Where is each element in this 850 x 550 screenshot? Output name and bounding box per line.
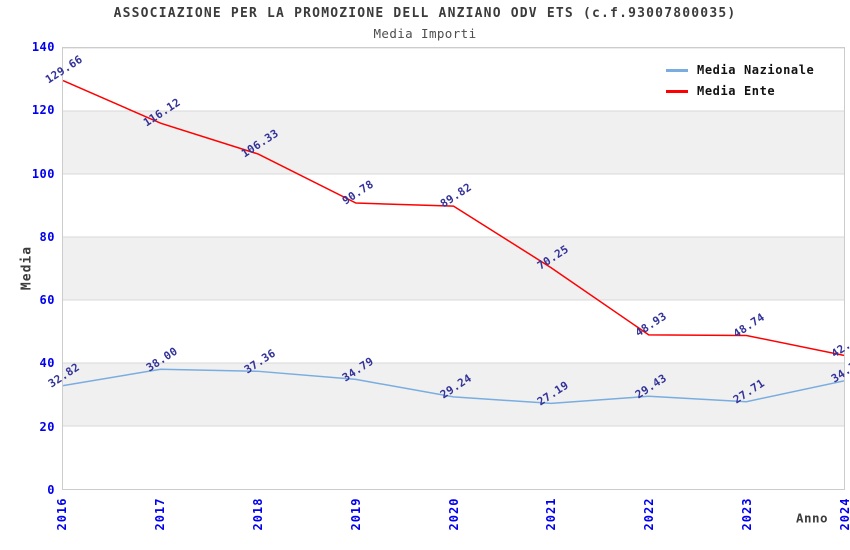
x-tick-label: 2023 bbox=[740, 497, 755, 531]
x-tick-label: 2020 bbox=[446, 497, 461, 531]
y-tick-label: 60 bbox=[39, 293, 55, 308]
series-line-1 bbox=[63, 79, 844, 357]
x-axis-title: Anno bbox=[795, 510, 829, 526]
x-tick-label: 2022 bbox=[642, 497, 657, 531]
y-tick-label: 120 bbox=[31, 103, 55, 118]
legend-label-nazionale: Media Nazionale bbox=[697, 63, 815, 77]
chart-canvas bbox=[63, 48, 844, 427]
x-tick-label: 2019 bbox=[348, 497, 363, 531]
chart-subtitle: Media Importi bbox=[373, 26, 477, 41]
x-tick-label: 2024 bbox=[838, 497, 850, 531]
x-tick-label: 2021 bbox=[544, 497, 559, 531]
plot-band bbox=[63, 363, 844, 426]
x-tick-label: 2018 bbox=[250, 497, 265, 531]
legend: Media Nazionale Media Ente bbox=[666, 63, 814, 105]
legend-line-swatch-nazionale bbox=[666, 68, 688, 72]
chart-title: ASSOCIAZIONE PER LA PROMOZIONE DELL ANZI… bbox=[113, 6, 737, 21]
y-tick-label: 100 bbox=[31, 166, 55, 181]
legend-line-swatch-ente bbox=[666, 89, 688, 93]
legend-label-ente: Media Ente bbox=[697, 84, 776, 98]
x-tick-label: 2016 bbox=[55, 497, 69, 531]
y-tick-label: 80 bbox=[39, 229, 55, 244]
plot-band bbox=[63, 111, 844, 174]
y-tick-label: 140 bbox=[31, 40, 55, 54]
plot-band bbox=[63, 237, 844, 300]
y-axis-title: Media bbox=[19, 245, 35, 291]
plot-area bbox=[62, 47, 845, 490]
y-tick-label: 0 bbox=[47, 483, 55, 497]
x-tick-label: 2017 bbox=[152, 497, 167, 531]
y-tick-label: 40 bbox=[39, 356, 55, 371]
legend-item-media-ente: Media Ente bbox=[666, 84, 814, 98]
y-tick-label: 20 bbox=[39, 419, 55, 434]
series-line-0 bbox=[63, 368, 844, 405]
legend-item-media-nazionale: Media Nazionale bbox=[666, 63, 814, 77]
